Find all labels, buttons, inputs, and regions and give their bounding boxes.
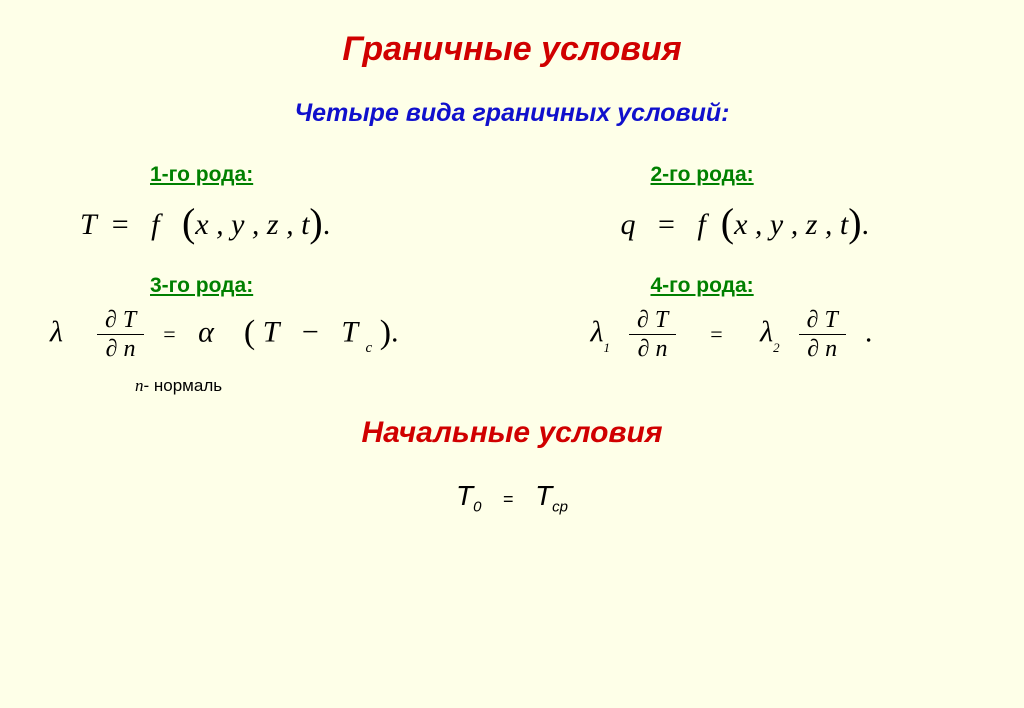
- eq4-partial-t1: ∂: [637, 307, 649, 333]
- eq2-equals: =: [658, 208, 675, 241]
- eq3-rparen: ): [380, 314, 391, 351]
- eq3-lambda: λ: [50, 315, 63, 348]
- eq4-T1: T: [655, 307, 668, 333]
- equation-4: λ1 ∂ T ∂ n = λ2 ∂ T ∂ n .: [530, 308, 974, 361]
- col-4: 4-го рода: λ1 ∂ T ∂ n = λ2 ∂ T ∂ n .: [530, 274, 974, 396]
- final-equation: T0 = Tср: [0, 480, 1024, 516]
- note-text: - нормаль: [144, 376, 223, 395]
- col-2: 2-го рода: q = f (x , y , z , t).: [530, 163, 974, 244]
- heading-2: 2-го рода:: [530, 163, 974, 187]
- eq3-partial-n: ∂: [106, 336, 118, 362]
- col-1: 1-го рода: T = f (x , y , z , t).: [50, 163, 494, 244]
- note-n: n: [135, 376, 144, 395]
- eq1-lhs: T: [80, 208, 97, 241]
- eq1-dot: .: [323, 208, 331, 241]
- eq4-lambda1: λ: [590, 315, 603, 348]
- eq4-n2: n: [825, 336, 837, 362]
- main-title: Граничные условия: [0, 0, 1024, 69]
- eq1-rparen: ): [309, 200, 322, 245]
- final-equals: =: [497, 489, 520, 509]
- eq4-partial-n2: ∂: [807, 336, 819, 362]
- row-3-4: 3-го рода: λ ∂ T ∂ n = α ( T − T c ). n-…: [0, 274, 1024, 396]
- final-subcp: ср: [552, 499, 568, 516]
- heading-3: 3-го рода:: [50, 274, 494, 298]
- col-3: 3-го рода: λ ∂ T ∂ n = α ( T − T c ). n-…: [50, 274, 494, 396]
- eq4-equals: =: [710, 321, 722, 346]
- eq3-sub-c: c: [366, 340, 373, 356]
- heading-4: 4-го рода:: [530, 274, 974, 298]
- eq4-sub2: 2: [773, 340, 780, 355]
- row-1-2: 1-го рода: T = f (x , y , z , t). 2-го р…: [0, 163, 1024, 244]
- eq4-lambda2: λ: [760, 315, 773, 348]
- eq3-minus: −: [302, 315, 319, 348]
- equation-2: q = f (x , y , z , t).: [530, 197, 974, 244]
- eq1-lparen: (: [182, 200, 195, 245]
- eq3-partial-t: ∂: [105, 307, 117, 333]
- eq4-partial-t2: ∂: [807, 307, 819, 333]
- note-normal: n- нормаль: [50, 376, 494, 396]
- eq3-dot: .: [391, 315, 399, 348]
- eq2-args: x , y , z , t: [734, 208, 848, 241]
- eq4-frac1: ∂ T ∂ n: [629, 308, 676, 361]
- final-T2: T: [535, 480, 552, 511]
- eq3-lparen: (: [244, 314, 255, 351]
- eq2-rparen: ): [848, 200, 861, 245]
- final-sub0: 0: [473, 499, 481, 516]
- eq2-lparen: (: [721, 200, 734, 245]
- eq3-frac: ∂ T ∂ n: [97, 308, 144, 361]
- eq4-n1: n: [656, 336, 668, 362]
- eq1-equals: =: [112, 208, 129, 241]
- eq4-sub1: 1: [603, 340, 610, 355]
- eq3-n-den: n: [124, 336, 136, 362]
- eq4-frac2: ∂ T ∂ n: [799, 308, 846, 361]
- eq2-dot: .: [862, 208, 870, 241]
- subtitle: Четыре вида граничных условий:: [0, 99, 1024, 128]
- equation-1: T = f (x , y , z , t).: [50, 197, 494, 244]
- eq4-partial-n1: ∂: [638, 336, 650, 362]
- eq3-equals: =: [163, 321, 175, 346]
- eq2-f: f: [697, 208, 705, 241]
- eq4-T2: T: [824, 307, 837, 333]
- eq4-dot: .: [865, 315, 873, 348]
- equation-3: λ ∂ T ∂ n = α ( T − T c ).: [50, 308, 494, 361]
- heading-1: 1-го рода:: [50, 163, 494, 187]
- final-T1: T: [456, 480, 473, 511]
- eq1-args: x , y , z , t: [195, 208, 309, 241]
- eq1-f: f: [151, 208, 159, 241]
- eq3-T1: T: [263, 315, 280, 348]
- eq3-T2: T: [341, 315, 358, 348]
- eq3-T-num: T: [123, 307, 136, 333]
- second-title: Начальные условия: [0, 416, 1024, 450]
- eq2-lhs: q: [620, 208, 635, 241]
- eq3-alpha: α: [198, 315, 214, 348]
